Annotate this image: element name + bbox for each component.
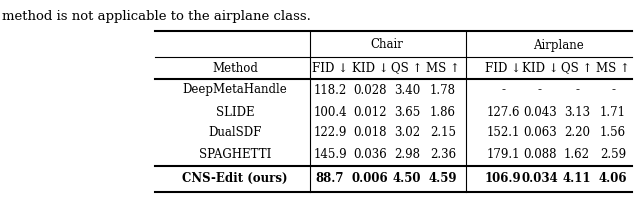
Text: 1.86: 1.86 bbox=[430, 105, 456, 119]
Text: 4.59: 4.59 bbox=[429, 172, 457, 184]
Text: 1.62: 1.62 bbox=[564, 149, 590, 161]
Text: 0.006: 0.006 bbox=[352, 172, 388, 184]
Text: 2.15: 2.15 bbox=[430, 126, 456, 140]
Text: 3.40: 3.40 bbox=[394, 83, 420, 97]
Text: 4.50: 4.50 bbox=[393, 172, 421, 184]
Text: 179.1: 179.1 bbox=[486, 149, 520, 161]
Text: KID ↓: KID ↓ bbox=[352, 62, 388, 74]
Text: 0.043: 0.043 bbox=[523, 105, 557, 119]
Text: SPAGHETTI: SPAGHETTI bbox=[199, 149, 271, 161]
Text: 2.36: 2.36 bbox=[430, 149, 456, 161]
Text: 2.98: 2.98 bbox=[394, 149, 420, 161]
Text: -: - bbox=[611, 83, 615, 97]
Text: QS ↑: QS ↑ bbox=[561, 62, 593, 74]
Text: 0.063: 0.063 bbox=[523, 126, 557, 140]
Text: 0.018: 0.018 bbox=[353, 126, 387, 140]
Text: 118.2: 118.2 bbox=[314, 83, 347, 97]
Text: QS ↑: QS ↑ bbox=[391, 62, 422, 74]
Text: -: - bbox=[575, 83, 579, 97]
Text: MS ↑: MS ↑ bbox=[426, 62, 460, 74]
Text: FID ↓: FID ↓ bbox=[485, 62, 521, 74]
Text: 0.036: 0.036 bbox=[353, 149, 387, 161]
Text: KID ↓: KID ↓ bbox=[522, 62, 558, 74]
Text: Method: Method bbox=[212, 62, 258, 74]
Text: SLIDE: SLIDE bbox=[216, 105, 254, 119]
Text: 106.9: 106.9 bbox=[484, 172, 522, 184]
Text: method is not applicable to the airplane class.: method is not applicable to the airplane… bbox=[2, 10, 311, 23]
Text: 2.59: 2.59 bbox=[600, 149, 626, 161]
Text: 1.78: 1.78 bbox=[430, 83, 456, 97]
Text: 3.65: 3.65 bbox=[394, 105, 420, 119]
Text: 0.012: 0.012 bbox=[353, 105, 387, 119]
Text: 145.9: 145.9 bbox=[313, 149, 347, 161]
Text: -: - bbox=[538, 83, 542, 97]
Text: DualSDF: DualSDF bbox=[208, 126, 262, 140]
Text: 100.4: 100.4 bbox=[313, 105, 347, 119]
Text: 4.06: 4.06 bbox=[599, 172, 627, 184]
Text: DeepMetaHandle: DeepMetaHandle bbox=[182, 83, 287, 97]
Text: Chair: Chair bbox=[370, 38, 403, 52]
Text: 0.088: 0.088 bbox=[524, 149, 557, 161]
Text: 122.9: 122.9 bbox=[314, 126, 347, 140]
Text: Airplane: Airplane bbox=[532, 38, 584, 52]
Text: 1.56: 1.56 bbox=[600, 126, 626, 140]
Text: 0.028: 0.028 bbox=[353, 83, 387, 97]
Text: -: - bbox=[501, 83, 505, 97]
Text: MS ↑: MS ↑ bbox=[596, 62, 630, 74]
Text: 0.034: 0.034 bbox=[522, 172, 558, 184]
Text: 2.20: 2.20 bbox=[564, 126, 590, 140]
Text: FID ↓: FID ↓ bbox=[312, 62, 348, 74]
Text: 88.7: 88.7 bbox=[316, 172, 344, 184]
Text: 3.02: 3.02 bbox=[394, 126, 420, 140]
Text: 1.71: 1.71 bbox=[600, 105, 626, 119]
Text: 4.11: 4.11 bbox=[563, 172, 591, 184]
Text: 152.1: 152.1 bbox=[486, 126, 520, 140]
Text: CNS-Edit (ours): CNS-Edit (ours) bbox=[182, 172, 288, 184]
Text: 3.13: 3.13 bbox=[564, 105, 590, 119]
Text: 127.6: 127.6 bbox=[486, 105, 520, 119]
